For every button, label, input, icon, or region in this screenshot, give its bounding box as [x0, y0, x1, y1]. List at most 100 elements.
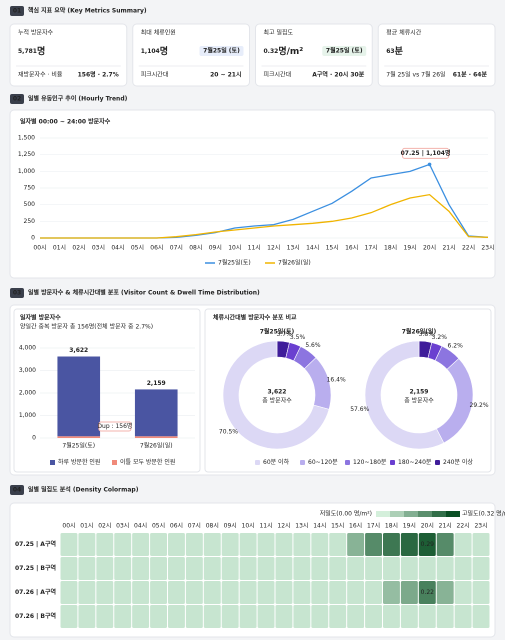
heat-cell — [454, 605, 472, 628]
heat-cell — [78, 581, 96, 604]
heat-cell — [78, 533, 96, 556]
heat-cell — [347, 557, 365, 580]
heat-cell — [132, 557, 150, 580]
heat-cell — [311, 605, 329, 628]
heat-cell — [221, 581, 239, 604]
heat-cell — [96, 557, 114, 580]
x-tick-label: 22시 — [462, 245, 475, 252]
scale-swatch — [418, 511, 432, 517]
y-tick-label: 07.26 | A구역 — [15, 588, 56, 596]
section-title: 일별 유동인구 추이 (Hourly Trend) — [28, 95, 128, 103]
card-badge-text: 7월25일 (토) — [326, 47, 363, 55]
heat-cell — [257, 533, 275, 556]
y-tick-label: 250 — [24, 218, 36, 225]
legend-swatch — [435, 460, 440, 465]
x-tick-label: 16시 — [345, 245, 358, 252]
y-tick-label: 1,250 — [18, 151, 35, 158]
heat-cell — [185, 581, 203, 604]
annotation-box — [402, 147, 450, 159]
heat-cell — [329, 533, 347, 556]
y-tick-label: 2,000 — [19, 390, 36, 397]
slice-label: 29.2% — [470, 402, 489, 409]
heat-cell — [132, 605, 150, 628]
chart-subtitle: 양일간 중복 방문자 총 156명(전체 방문자 중 2.7%) — [20, 323, 153, 331]
heat-cell — [96, 605, 114, 628]
slice-label: 3.2% — [432, 334, 448, 341]
x-tick-label: 08시 — [189, 245, 202, 252]
heat-cell — [418, 581, 436, 604]
x-tick-label: 21시 — [442, 245, 455, 252]
heat-cell — [347, 605, 365, 628]
heat-cell — [203, 605, 221, 628]
donut-title: 7월26일(일) — [402, 328, 437, 336]
section-badge — [10, 94, 24, 104]
heat-cell — [347, 533, 365, 556]
annotation-box — [98, 421, 132, 432]
heat-cell — [168, 557, 185, 580]
x-tick-label: 05시 — [152, 523, 165, 530]
heat-cell — [239, 581, 257, 604]
section-title: 핵심 지표 요약 (Key Metrics Summary) — [28, 7, 147, 15]
heat-cell — [472, 533, 490, 556]
section-number: 02 — [13, 96, 21, 103]
heat-cell — [383, 533, 400, 556]
card-value: 1,104명 — [141, 45, 168, 57]
x-tick-label: 18시 — [385, 523, 398, 530]
x-tick-label: 10시 — [228, 245, 241, 252]
legend-label: 이틀 모두 방문한 인원 — [120, 458, 175, 466]
legend-label: 180~240분 — [398, 459, 432, 466]
card-foot-label: 피크시간대 — [264, 71, 292, 79]
panel-title: 체류시간대별 방문자수 분포 비교 — [213, 314, 297, 322]
x-tick-label: 01시 — [53, 245, 66, 252]
heat-cell — [329, 581, 347, 604]
legend-swatch — [345, 460, 350, 465]
x-tick-label: 14시 — [313, 523, 326, 530]
heat-cell — [221, 557, 239, 580]
heat-cell — [203, 533, 221, 556]
heat-cell — [293, 605, 311, 628]
legend-label: 60분 이하 — [263, 458, 290, 466]
card-badge — [322, 46, 367, 56]
x-tick-label: 16시 — [349, 523, 362, 530]
heat-cell — [418, 557, 436, 580]
chart-title: 일자별 방문자수 — [20, 314, 61, 322]
legend-label: 7월25일(토) — [218, 259, 251, 267]
card-badge-text: 7월25일 (토) — [203, 47, 240, 55]
x-tick-label: 00시 — [33, 245, 46, 252]
legend-label: 하루 방문한 인원 — [58, 458, 100, 466]
x-tick-label: 03시 — [92, 245, 105, 252]
heat-cell — [168, 533, 185, 556]
x-tick-label: 07시 — [170, 245, 183, 252]
x-tick-label: 02시 — [72, 245, 85, 252]
legend-label: 240분 이상 — [443, 458, 473, 466]
x-tick-label: 22시 — [457, 523, 470, 530]
heat-cell — [472, 557, 490, 580]
heat-cell — [454, 557, 472, 580]
x-tick-label: 17시 — [365, 245, 378, 252]
slice-label: 57.6% — [350, 406, 369, 413]
heat-cell — [239, 605, 257, 628]
slice-label: 3.8% — [419, 331, 435, 338]
card-foot-label: 7월 25일 vs 7월 26일 — [386, 71, 445, 79]
x-tick-label: 04시 — [111, 245, 124, 252]
heat-cell — [400, 533, 418, 556]
card-foot-value: 156명 · 2.7% — [78, 71, 119, 79]
section-badge — [10, 6, 24, 16]
x-tick-label: 23시 — [474, 523, 487, 530]
x-tick-label: 08시 — [206, 523, 219, 530]
bar-total: 3,622 — [69, 347, 88, 354]
x-tick-label: 7월25일(토) — [62, 442, 95, 450]
heat-cell — [60, 533, 78, 556]
y-tick-label: 3,000 — [19, 367, 36, 374]
heat-cell — [418, 533, 436, 556]
heat-cell — [132, 581, 150, 604]
y-tick-label: 07.25 | A구역 — [15, 540, 56, 548]
slice-label: 6.2% — [448, 342, 464, 349]
donut-center-value: 2,159 — [410, 389, 429, 396]
x-tick-label: 07시 — [188, 523, 201, 530]
card-value: 0.32명/m² — [264, 45, 304, 57]
x-tick-label: 13시 — [287, 245, 300, 252]
card-label: 최고 밀집도 — [264, 29, 294, 37]
card-unit: 명 — [160, 45, 168, 57]
x-tick-label: 15시 — [326, 245, 339, 252]
